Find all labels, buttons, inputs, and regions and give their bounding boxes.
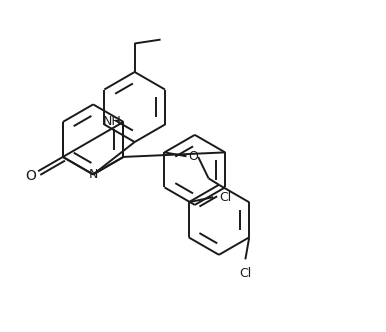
- Text: O: O: [25, 169, 36, 183]
- Text: Cl: Cl: [220, 191, 232, 204]
- Text: NH: NH: [103, 115, 122, 128]
- Text: Cl: Cl: [239, 267, 252, 280]
- Text: N: N: [88, 168, 98, 181]
- Text: O: O: [188, 150, 198, 163]
